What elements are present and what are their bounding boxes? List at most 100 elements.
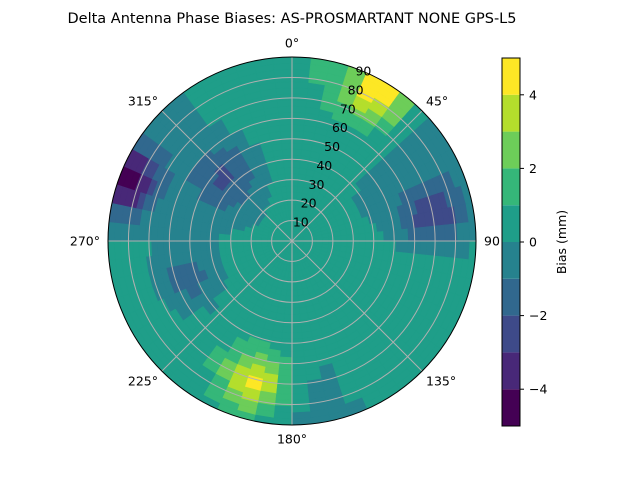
contour-cell — [285, 179, 293, 187]
contour-cell — [291, 344, 304, 352]
contour-cell — [284, 173, 293, 181]
contour-cell — [281, 142, 293, 150]
colorbar-band — [502, 278, 520, 316]
radial-tick-label: 90 — [355, 64, 371, 79]
contour-cell — [276, 380, 293, 389]
contour-cell — [291, 332, 303, 340]
contour-cell — [230, 234, 238, 242]
angular-tick-label: 135° — [426, 374, 456, 389]
angular-tick-label: 45° — [426, 94, 448, 109]
contour-cell — [283, 167, 293, 175]
contour-cell — [401, 228, 409, 242]
contour-cell — [248, 240, 256, 246]
contour-cell — [291, 368, 307, 377]
contour-cell — [224, 240, 232, 249]
colorbar-bands — [502, 58, 520, 426]
contour-cell — [193, 240, 201, 252]
contour-cell — [291, 130, 304, 138]
contour-cell — [364, 240, 373, 250]
radial-tick-label: 50 — [324, 139, 340, 154]
contour-cell — [291, 179, 299, 187]
contour-cell — [346, 240, 354, 248]
contour-cell — [425, 240, 434, 257]
colorbar-label: Bias (mm) — [554, 210, 569, 274]
angular-grid-line — [291, 110, 423, 242]
contour-cell — [199, 231, 207, 242]
contour-cell — [291, 313, 301, 322]
contour-cell — [278, 118, 293, 126]
contour-cell — [291, 142, 303, 150]
contour-cell — [291, 271, 297, 279]
contour-cell — [276, 99, 293, 108]
contour-cell — [291, 301, 300, 309]
contour-cell — [283, 160, 293, 169]
colorbar: 4 2 0 −2 −4 Bias (mm) — [501, 57, 569, 427]
contour-cell — [211, 232, 220, 242]
angular-tick-labels: 0° 45° 90 135° 180° 225° 270° 315° — [70, 36, 500, 447]
radial-tick-label: 70 — [340, 101, 356, 116]
contour-cell — [352, 233, 360, 242]
contour-cell — [291, 160, 301, 169]
contour-cell — [236, 234, 244, 242]
contour-cell — [187, 229, 195, 242]
contour-cell — [291, 350, 305, 358]
contour-cell — [334, 235, 342, 242]
contour-cell — [181, 229, 189, 242]
contour-cell — [224, 233, 232, 242]
angular-tick-label: 90 — [484, 234, 500, 249]
contour-cell — [285, 185, 293, 193]
colorbar-tick-label: 0 — [529, 235, 537, 250]
contour-cell — [242, 240, 250, 247]
contour-cell — [275, 387, 293, 395]
contour-cell — [291, 277, 297, 285]
contour-cell — [389, 240, 397, 253]
contour-cell — [370, 240, 379, 251]
contour-cell — [280, 344, 293, 352]
contour-cell — [144, 240, 153, 257]
contour-cell — [291, 283, 298, 291]
angular-tick-label: 180° — [277, 432, 307, 447]
contour-cell — [108, 240, 116, 261]
contour-cell — [281, 191, 288, 200]
contour-cell — [150, 240, 159, 257]
angular-tick-label: 225° — [128, 374, 158, 389]
contour-cell — [340, 240, 348, 248]
contour-cell — [291, 154, 302, 163]
contour-cell — [291, 319, 302, 328]
angular-grid-line — [161, 110, 293, 242]
contour-cell — [286, 191, 293, 199]
contour-cell — [296, 282, 303, 291]
contour-cell — [277, 105, 293, 114]
contour-cell — [279, 124, 293, 132]
angular-grid-line — [161, 240, 293, 372]
contour-cell — [199, 240, 207, 251]
radial-tick-label: 40 — [316, 158, 332, 173]
contour-cell — [242, 245, 251, 252]
contour-cell — [291, 387, 309, 395]
contour-cell — [230, 240, 238, 248]
radial-tick-labels: 10 20 30 40 50 60 70 80 90 — [293, 64, 372, 230]
contour-cell — [275, 87, 293, 95]
radial-tick-label: 30 — [309, 177, 325, 192]
contour-cell — [377, 231, 385, 242]
contour-cell — [370, 231, 379, 242]
contour-cell — [285, 289, 293, 297]
contour-cell — [291, 167, 301, 175]
contour-cell — [407, 227, 415, 242]
contour-cell — [282, 326, 293, 334]
contour-cell — [328, 236, 336, 242]
contour-cell — [211, 240, 220, 250]
contour-cell — [419, 226, 428, 242]
contour-cell — [193, 230, 201, 242]
contour-cell — [291, 118, 306, 126]
contour-cell — [156, 226, 165, 242]
contour-cell — [150, 225, 159, 242]
contour-cell — [291, 374, 308, 383]
contour-cell — [205, 231, 214, 242]
contour-cell — [272, 57, 293, 65]
contour-cell — [340, 234, 348, 242]
contour-cell — [395, 229, 403, 242]
contour-cell — [175, 228, 183, 242]
colorbar-tick-label: −2 — [529, 308, 547, 323]
